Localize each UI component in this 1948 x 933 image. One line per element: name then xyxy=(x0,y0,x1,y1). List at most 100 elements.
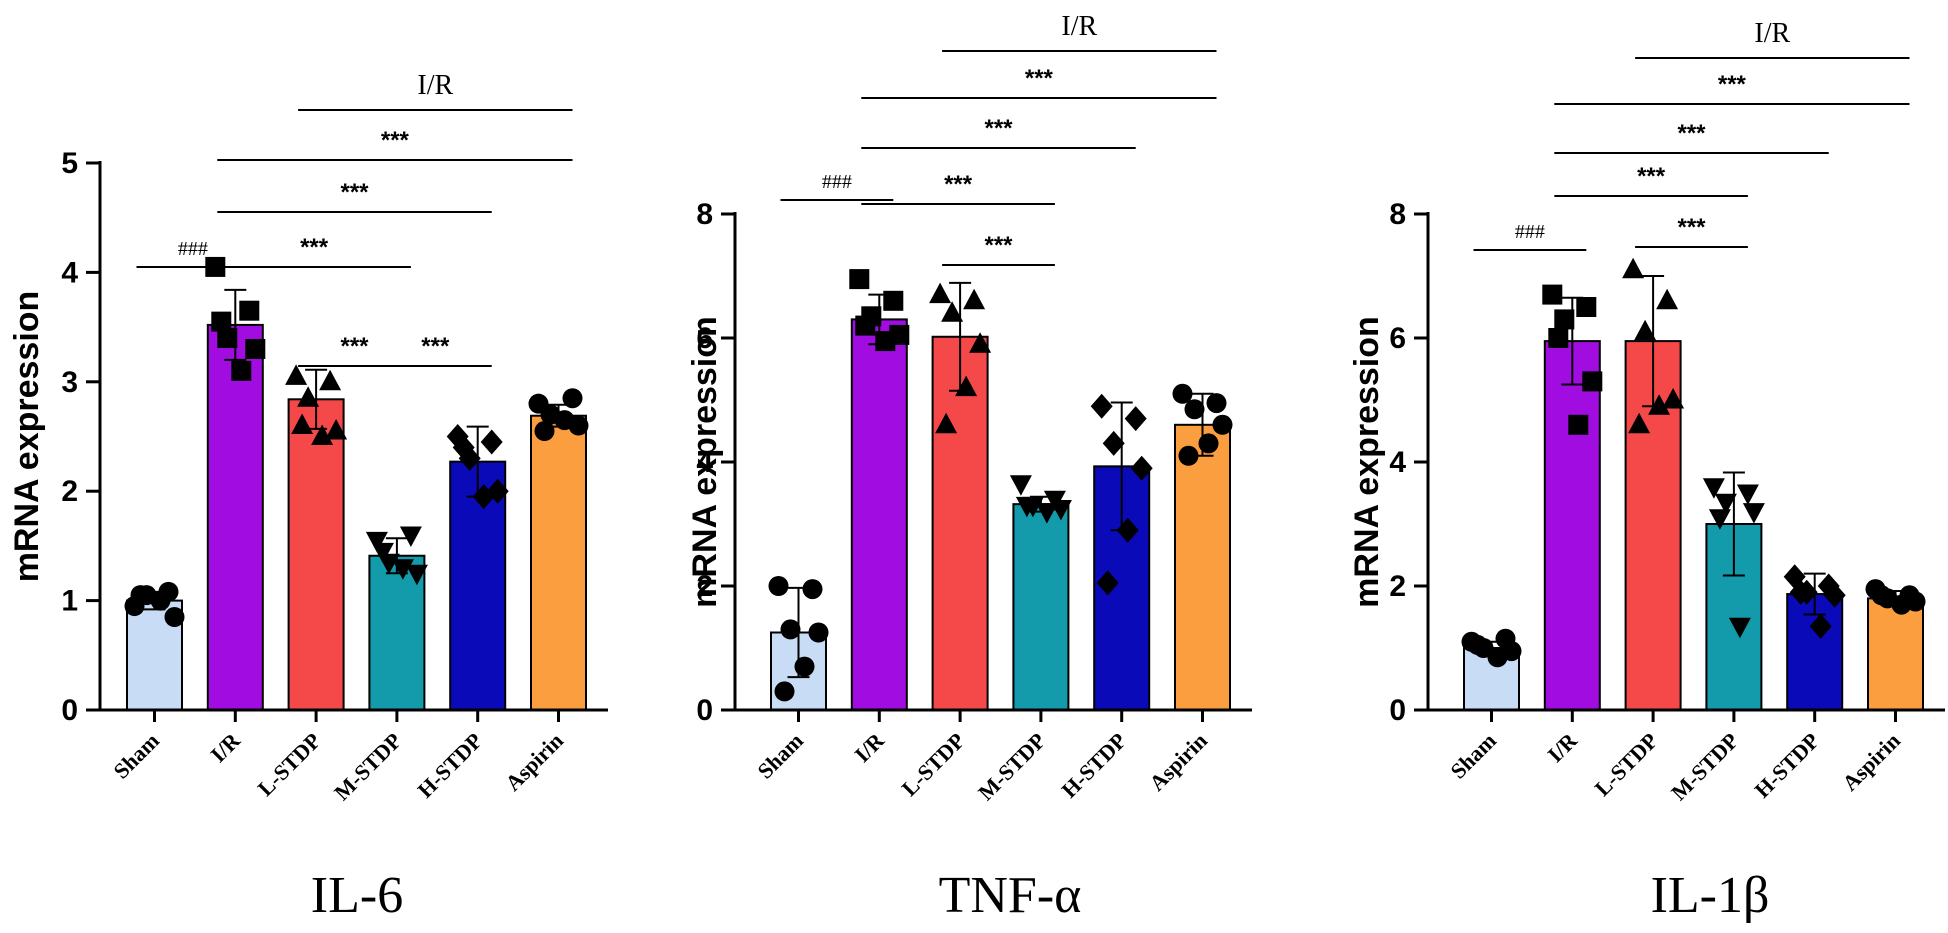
x-category-label: Aspirin xyxy=(1144,728,1212,796)
data-point xyxy=(452,434,475,460)
x-category-label: M-STDP xyxy=(1666,728,1743,805)
significance-label: ### xyxy=(178,238,208,260)
significance-bracket: ### xyxy=(1473,221,1587,251)
bar-l-stdp xyxy=(931,335,989,711)
significance-bracket: *** xyxy=(1554,163,1748,197)
data-point xyxy=(319,369,342,391)
data-point xyxy=(399,526,422,547)
data-point xyxy=(1823,582,1846,608)
data-point xyxy=(1662,388,1685,409)
significance-bracket: *** xyxy=(217,179,492,213)
x-category-label: L-STDP xyxy=(897,728,970,801)
data-point xyxy=(164,607,185,628)
x-category-label: Sham xyxy=(1445,728,1501,784)
data-point xyxy=(1096,570,1119,596)
data-point xyxy=(285,364,308,385)
data-point xyxy=(472,484,495,510)
data-point xyxy=(849,269,870,290)
data-point xyxy=(1871,585,1892,606)
x-category-label: I/R xyxy=(206,727,246,767)
data-point xyxy=(1102,430,1125,456)
significance-label: *** xyxy=(1637,163,1666,190)
data-point xyxy=(883,290,904,311)
x-category-label: Aspirin xyxy=(500,728,568,796)
data-point xyxy=(1622,257,1645,279)
data-point xyxy=(480,429,503,455)
y-tick-label: 6 xyxy=(1389,322,1406,355)
y-tick-label: 8 xyxy=(696,198,713,231)
group-bracket: I/R xyxy=(942,11,1217,52)
data-point xyxy=(1116,517,1139,543)
significance-label: *** xyxy=(984,115,1013,142)
significance-label: *** xyxy=(1718,71,1747,98)
data-point xyxy=(1702,478,1725,499)
y-tick-label: 2 xyxy=(696,570,713,603)
y-tick-label: 0 xyxy=(1389,694,1406,727)
data-point xyxy=(1124,406,1147,432)
data-point xyxy=(1035,503,1058,524)
bar-i-r xyxy=(1543,340,1601,711)
data-point xyxy=(1184,399,1205,420)
data-point xyxy=(855,315,876,336)
significance-label: *** xyxy=(1025,65,1054,92)
data-point xyxy=(794,656,815,677)
y-tick-label: 8 xyxy=(1389,198,1406,231)
data-point xyxy=(935,412,958,434)
data-point xyxy=(875,331,896,352)
significance-bracket: *** xyxy=(861,171,1055,205)
data-point xyxy=(217,328,238,349)
data-point xyxy=(405,564,428,586)
data-point xyxy=(768,576,789,596)
y-tick-label: 1 xyxy=(61,585,78,618)
significance-label: *** xyxy=(340,333,369,360)
data-point xyxy=(1178,445,1199,466)
x-category-label: Sham xyxy=(752,728,808,784)
data-point xyxy=(311,424,334,445)
data-point xyxy=(802,579,823,600)
significance-bracket: *** xyxy=(1635,214,1748,248)
x-category-label: I/R xyxy=(1543,727,1583,767)
data-point xyxy=(1628,412,1651,434)
data-point xyxy=(808,622,829,643)
significance-bracket: ### xyxy=(780,171,894,201)
bar-i-r xyxy=(206,323,264,711)
y-axis-label: mRNA expression xyxy=(1348,316,1386,608)
group-label: I/R xyxy=(1754,18,1790,49)
data-point xyxy=(1130,455,1153,481)
significance-bracket: *** xyxy=(1554,71,1910,105)
data-point xyxy=(1554,309,1575,330)
data-point xyxy=(231,360,252,381)
data-point xyxy=(325,419,348,440)
data-point xyxy=(1487,647,1508,668)
data-point xyxy=(1656,288,1679,310)
significance-bracket: *** xyxy=(378,333,492,367)
data-point xyxy=(1582,371,1603,392)
chart-title: IL-6 xyxy=(311,867,403,924)
data-point xyxy=(371,542,394,564)
data-point xyxy=(941,301,964,322)
bar-aspirin xyxy=(1867,597,1924,712)
significance-label: *** xyxy=(1677,120,1706,147)
data-point xyxy=(1891,594,1912,615)
bar-m-stdp xyxy=(1012,503,1070,711)
chart-title: TNF-α xyxy=(939,867,1082,924)
error-bar xyxy=(1722,471,1745,577)
data-point xyxy=(239,300,260,321)
group-bracket: I/R xyxy=(1635,18,1910,59)
data-point xyxy=(1206,393,1227,414)
data-point xyxy=(1708,509,1731,530)
data-point xyxy=(955,375,978,397)
data-point xyxy=(554,410,575,431)
significance-bracket: ### xyxy=(136,238,250,268)
data-point xyxy=(1172,383,1193,404)
data-point xyxy=(1568,414,1589,435)
significance-bracket: *** xyxy=(942,232,1055,266)
significance-label: *** xyxy=(1677,214,1706,241)
data-point xyxy=(774,681,795,702)
y-tick-label: 4 xyxy=(1389,446,1406,479)
y-tick-label: 0 xyxy=(696,694,713,727)
data-point xyxy=(1809,613,1832,639)
data-point xyxy=(1742,503,1765,524)
